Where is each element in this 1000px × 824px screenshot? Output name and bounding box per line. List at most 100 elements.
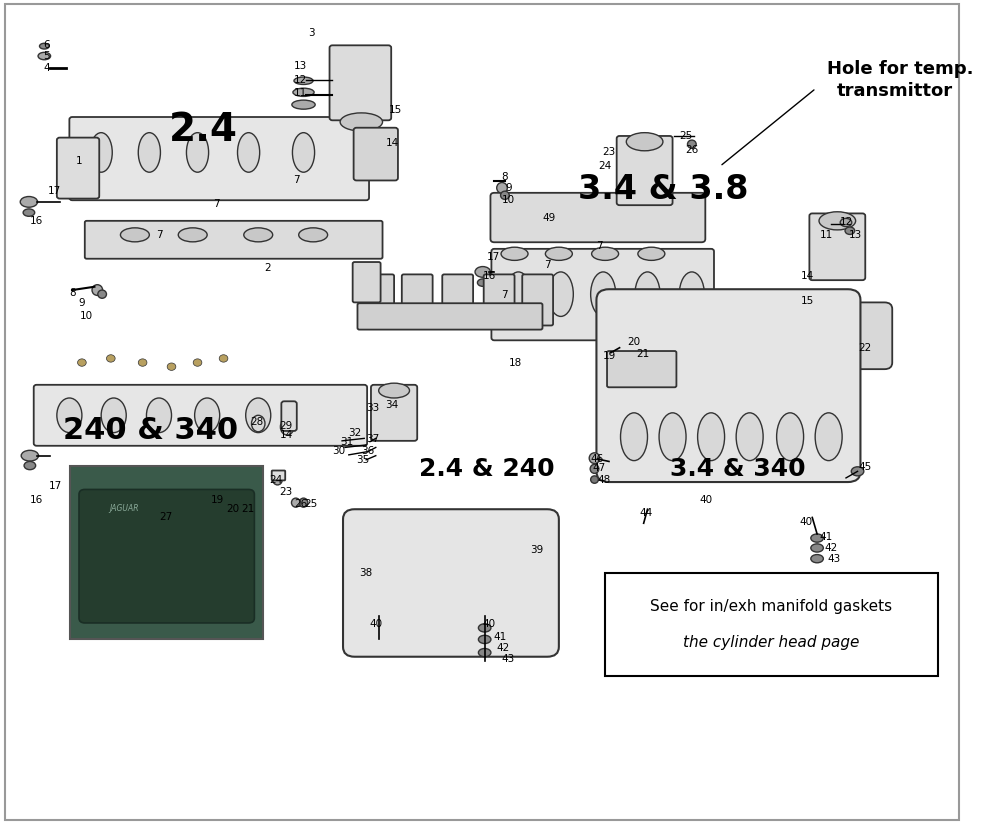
Text: 15: 15 <box>388 105 402 115</box>
Text: 40: 40 <box>369 619 382 629</box>
Text: 22: 22 <box>859 343 872 353</box>
Ellipse shape <box>626 133 663 151</box>
Text: 25: 25 <box>679 131 693 141</box>
FancyBboxPatch shape <box>442 274 473 325</box>
FancyBboxPatch shape <box>490 193 705 242</box>
Text: 26: 26 <box>294 499 307 509</box>
Text: 17: 17 <box>487 252 500 262</box>
Ellipse shape <box>340 113 383 131</box>
Text: 15: 15 <box>801 296 814 306</box>
Text: 20: 20 <box>627 337 641 347</box>
FancyBboxPatch shape <box>343 509 559 657</box>
Text: 10: 10 <box>80 311 93 321</box>
Text: 26: 26 <box>685 145 698 155</box>
Ellipse shape <box>146 398 172 433</box>
Text: 44: 44 <box>639 508 652 517</box>
Text: 42: 42 <box>496 643 510 653</box>
Text: 32: 32 <box>348 428 361 438</box>
Text: 4: 4 <box>43 63 50 73</box>
FancyBboxPatch shape <box>371 385 417 441</box>
Text: 13: 13 <box>294 61 307 71</box>
Ellipse shape <box>379 383 410 398</box>
Text: 30: 30 <box>333 446 346 456</box>
FancyBboxPatch shape <box>491 249 714 340</box>
Text: 16: 16 <box>30 216 43 226</box>
FancyBboxPatch shape <box>607 351 676 387</box>
Ellipse shape <box>299 498 308 507</box>
Ellipse shape <box>101 398 126 433</box>
FancyBboxPatch shape <box>57 138 99 199</box>
Text: 37: 37 <box>366 434 380 444</box>
Ellipse shape <box>819 212 856 230</box>
Text: 49: 49 <box>543 213 556 223</box>
Text: 21: 21 <box>636 349 649 359</box>
FancyBboxPatch shape <box>402 274 433 325</box>
Text: transmittor: transmittor <box>836 82 952 101</box>
Ellipse shape <box>497 183 507 194</box>
Text: 16: 16 <box>30 495 43 505</box>
Text: 14: 14 <box>280 430 293 440</box>
Ellipse shape <box>811 555 823 563</box>
Ellipse shape <box>206 482 214 489</box>
Text: 21: 21 <box>241 504 254 514</box>
Ellipse shape <box>57 398 82 433</box>
Text: 36: 36 <box>361 446 375 456</box>
Ellipse shape <box>638 247 665 260</box>
Text: 41: 41 <box>493 632 507 642</box>
Text: 5: 5 <box>43 51 50 61</box>
Ellipse shape <box>23 209 35 216</box>
Text: the cylinder head page: the cylinder head page <box>683 634 860 650</box>
Text: 24: 24 <box>269 475 282 485</box>
Text: 16: 16 <box>483 271 496 281</box>
Ellipse shape <box>591 475 598 483</box>
Ellipse shape <box>635 272 660 316</box>
Ellipse shape <box>155 490 163 498</box>
Text: 10: 10 <box>502 195 515 205</box>
Ellipse shape <box>477 279 488 286</box>
Ellipse shape <box>238 133 260 172</box>
Ellipse shape <box>178 227 207 242</box>
FancyBboxPatch shape <box>522 274 553 325</box>
Ellipse shape <box>100 490 108 498</box>
Text: 7: 7 <box>293 175 300 185</box>
FancyBboxPatch shape <box>69 117 369 200</box>
Ellipse shape <box>811 534 823 542</box>
Text: 25: 25 <box>305 499 318 509</box>
Ellipse shape <box>687 140 696 148</box>
Ellipse shape <box>815 413 842 461</box>
Ellipse shape <box>294 77 313 85</box>
Text: 24: 24 <box>598 162 612 171</box>
Text: 7: 7 <box>544 260 551 270</box>
Ellipse shape <box>21 451 39 461</box>
FancyBboxPatch shape <box>85 221 383 259</box>
FancyBboxPatch shape <box>330 45 391 120</box>
Text: 14: 14 <box>801 271 814 281</box>
Ellipse shape <box>478 648 491 657</box>
Text: 18: 18 <box>509 358 522 368</box>
FancyBboxPatch shape <box>819 302 892 369</box>
Ellipse shape <box>777 413 804 461</box>
Ellipse shape <box>280 419 294 435</box>
FancyBboxPatch shape <box>363 274 394 325</box>
Text: 17: 17 <box>49 481 63 491</box>
Ellipse shape <box>181 486 189 494</box>
Ellipse shape <box>40 44 49 49</box>
Text: 40: 40 <box>482 619 495 629</box>
Ellipse shape <box>98 290 106 298</box>
Text: 23: 23 <box>280 487 293 497</box>
Ellipse shape <box>293 88 314 96</box>
Ellipse shape <box>195 398 220 433</box>
Ellipse shape <box>244 227 273 242</box>
Ellipse shape <box>78 358 86 366</box>
Ellipse shape <box>106 354 115 363</box>
Text: 28: 28 <box>251 417 264 427</box>
Text: 47: 47 <box>593 463 606 473</box>
Text: 8: 8 <box>502 172 508 182</box>
Ellipse shape <box>299 227 328 242</box>
Text: 27: 27 <box>159 513 172 522</box>
Text: 34: 34 <box>386 400 399 410</box>
Text: 39: 39 <box>530 545 543 555</box>
Ellipse shape <box>129 494 137 503</box>
FancyBboxPatch shape <box>70 466 263 639</box>
Text: 29: 29 <box>280 421 293 431</box>
